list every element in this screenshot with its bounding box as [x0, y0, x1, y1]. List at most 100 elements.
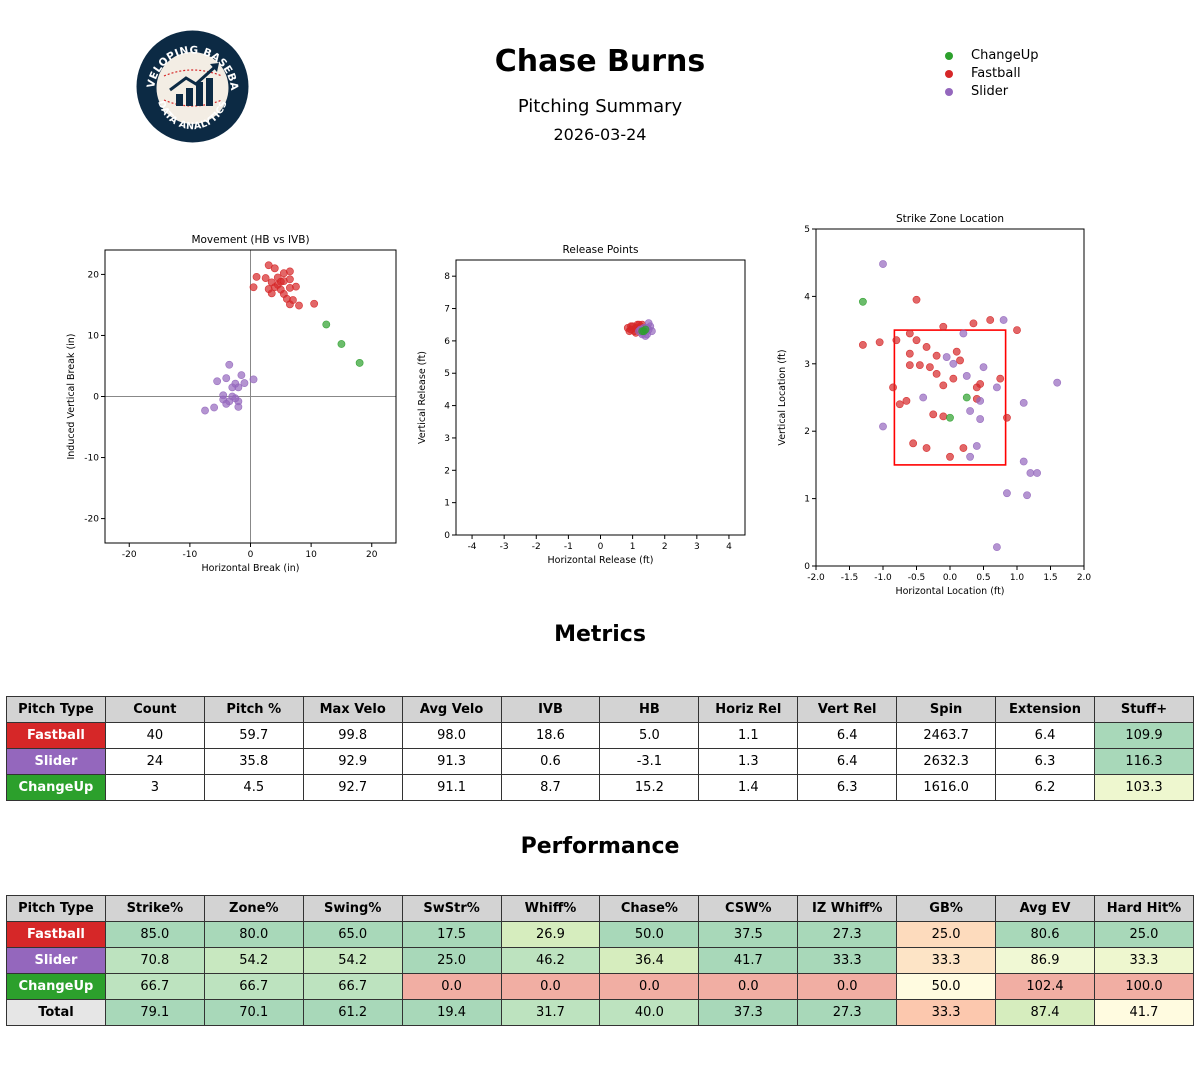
data-point-fastball: [926, 363, 934, 372]
x-tick-label: -2.0: [807, 573, 825, 583]
table-cell: 41.7: [1093, 999, 1195, 1026]
table-cell: 61.2: [302, 999, 403, 1026]
column-header: Hard Hit%: [1093, 895, 1195, 922]
table-cell: 70.1: [203, 999, 304, 1026]
table-cell: 19.4: [401, 999, 502, 1026]
data-point-fastball: [292, 282, 300, 291]
table-cell: 0.0: [599, 973, 700, 1000]
x-tick-label: -3: [500, 542, 509, 552]
data-point-slider: [1026, 469, 1035, 477]
data-point-slider: [959, 329, 968, 338]
table-cell: 27.3: [797, 921, 898, 948]
data-point-fastball: [1013, 326, 1021, 334]
table-cell: 6.4: [995, 722, 1095, 749]
data-point-fastball: [905, 349, 914, 358]
column-header: Count: [104, 696, 205, 723]
table-row: Fastball 40 59.7 99.8 98.0 18.6 5.0 1.1 6.4 2463.…: [6, 722, 1195, 749]
table-cell: 79.1: [104, 999, 205, 1026]
table-cell: 15.2: [599, 774, 700, 801]
table-cell: 66.7: [104, 973, 205, 1000]
data-point-slider: [966, 407, 974, 415]
data-point-fastball: [912, 336, 921, 345]
table-cell: 1.1: [698, 722, 799, 749]
table-cell: 25.0: [1093, 921, 1195, 948]
column-header: Pitch %: [203, 696, 304, 723]
table-cell: 66.7: [203, 973, 304, 1000]
logo-graphic: DEVELOPING BASEBALL DATA ANALYTICS: [131, 21, 249, 143]
y-tick-label: 7: [444, 305, 450, 315]
x-tick-label: 2.0: [1077, 573, 1092, 583]
data-point-slider: [966, 452, 974, 461]
table-cell: 116.3: [1093, 748, 1195, 775]
column-header: Whiff%: [500, 895, 601, 922]
table-cell: 8.7: [500, 774, 601, 801]
table-cell: 33.3: [1093, 947, 1195, 974]
data-point-fastball: [875, 338, 884, 347]
x-tick-label: 10: [305, 550, 317, 560]
y-tick-label: 0: [93, 393, 99, 403]
legend-item-fastball: Fastball: [940, 65, 1039, 83]
data-point-fastball: [922, 444, 931, 452]
table-cell: 54.2: [203, 947, 304, 974]
x-tick-label: -2: [532, 542, 541, 552]
metrics-table: Pitch Type Count Pitch % Max Velo Avg Velo IV…: [6, 696, 1195, 801]
data-point-slider: [879, 422, 887, 431]
data-point-fastball: [956, 356, 964, 365]
pitch-type-cell: ChangeUp: [6, 973, 106, 1000]
data-point-slider: [222, 399, 231, 408]
table-cell: 31.7: [500, 999, 601, 1026]
y-tick-label: 1: [444, 499, 450, 509]
table-cell: 109.9: [1093, 722, 1195, 749]
data-point-slider: [919, 393, 928, 402]
table-cell: 36.4: [599, 947, 700, 974]
data-point-fastball: [969, 319, 978, 328]
y-tick-label: 4: [804, 292, 810, 302]
chart-title: Movement (HB vs IVB): [191, 234, 309, 246]
y-axis-label: Vertical Location (ft): [777, 349, 788, 445]
data-point-fastball: [286, 275, 294, 284]
table-cell: 27.3: [797, 999, 898, 1026]
table-cell: 3: [104, 774, 205, 801]
table-row: Slider 70.8 54.2 54.2 25.0 46.2 36.4 41.7 33.3 33…: [6, 947, 1195, 974]
data-point-fastball: [627, 322, 635, 331]
table-row: Slider 24 35.8 92.9 91.3 0.6 -3.1 1.3 6.4 2632.3 6…: [6, 748, 1195, 775]
data-point-fastball: [932, 351, 941, 360]
table-cell: 102.4: [995, 973, 1095, 1000]
table-cell: -3.1: [599, 748, 700, 775]
table-cell: 6.3: [995, 748, 1095, 775]
x-axis-label: Horizontal Release (ft): [548, 555, 654, 566]
data-point-fastball: [972, 383, 981, 392]
column-header: CSW%: [698, 895, 799, 922]
table-cell: 17.5: [401, 921, 502, 948]
performance-title: Performance: [520, 834, 680, 859]
x-tick-label: -0.5: [908, 573, 926, 583]
table-cell: 6.3: [797, 774, 898, 801]
table-cell: 103.3: [1093, 774, 1195, 801]
y-axis-label: Induced Vertical Break (in): [66, 333, 77, 459]
table-cell: 33.3: [797, 947, 898, 974]
table-cell: 0.0: [698, 973, 799, 1000]
data-point-slider: [1053, 378, 1062, 387]
table-cell: 0.6: [500, 748, 601, 775]
data-point-fastball: [905, 361, 914, 370]
x-tick-label: 1.5: [1043, 573, 1057, 583]
page-subtitle: Pitching Summary: [517, 96, 683, 117]
table-cell: 25.0: [401, 947, 502, 974]
x-axis-label: Horizontal Break (in): [201, 563, 299, 574]
table-row: ChangeUp 3 4.5 92.7 91.1 8.7 15.2 1.4 6.3 1616.0 6…: [6, 774, 1195, 801]
data-point-slider: [234, 402, 243, 411]
data-point-slider: [225, 360, 234, 369]
data-point-slider: [972, 442, 981, 450]
data-point-fastball: [892, 336, 901, 345]
y-tick-label: 4: [444, 402, 450, 412]
table-cell: 5.0: [599, 722, 700, 749]
strike-zone-box: [893, 329, 1007, 466]
table-cell: 26.9: [500, 921, 601, 948]
data-point-fastball: [959, 444, 968, 452]
pitch-legend: ChangeUp Fastball Slider: [940, 47, 1039, 101]
table-cell: 0.0: [500, 973, 601, 1000]
table-cell: 66.7: [302, 973, 403, 1000]
data-point-fastball: [905, 329, 914, 338]
x-tick-label: 4: [726, 542, 732, 552]
column-header: IZ Whiff%: [797, 895, 898, 922]
